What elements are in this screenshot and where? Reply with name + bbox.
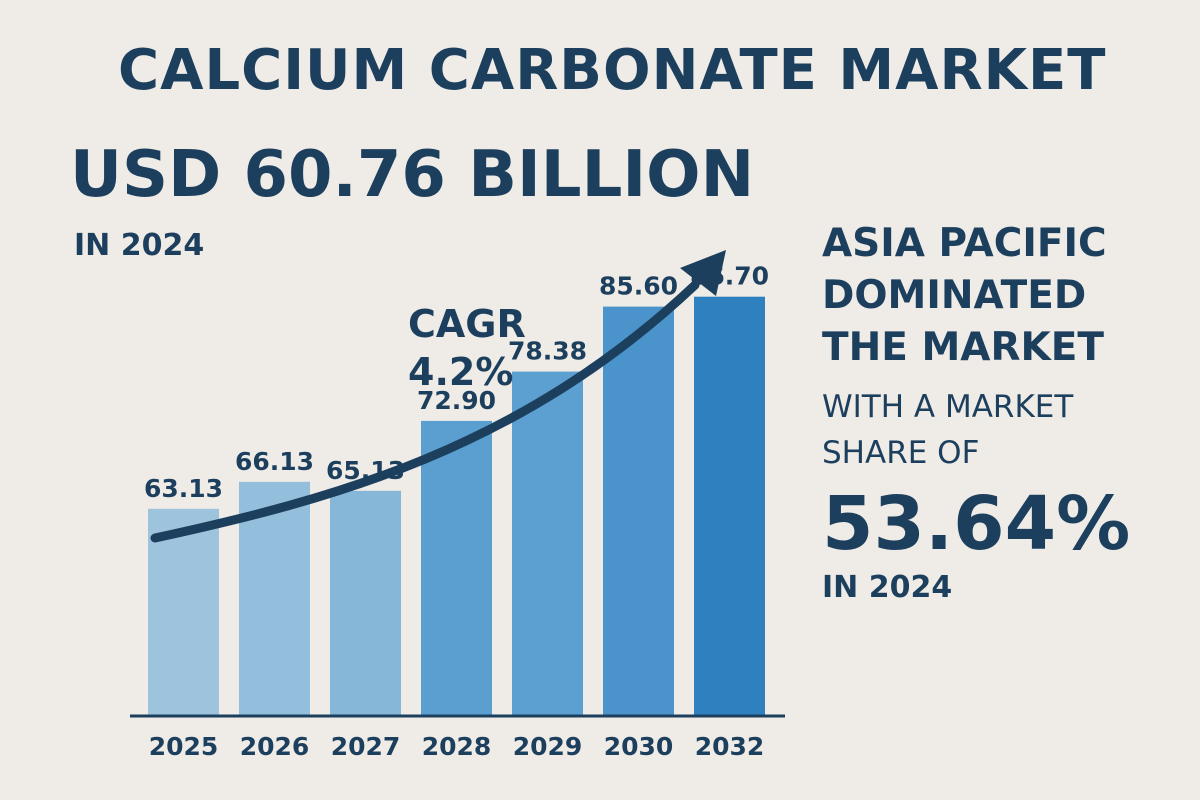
share-sub-line-1: WITH A MARKET [822, 389, 1074, 425]
data-label-2030: 85.60 [599, 272, 678, 301]
bar-2025 [148, 508, 219, 715]
market-value-year: IN 2024 [74, 228, 205, 263]
x-tick-label-2028: 2028 [422, 732, 492, 761]
region-heading-line-2: DOMINATED [822, 273, 1087, 318]
bar-2029 [512, 371, 583, 715]
x-tick-label-2025: 2025 [149, 732, 219, 761]
bar-2028 [421, 420, 492, 715]
bar-2032 [694, 296, 765, 715]
bars-layer [148, 296, 765, 715]
region-callout: ASIA PACIFIC DOMINATED THE MARKET WITH A… [822, 218, 1192, 608]
data-label-2025: 63.13 [144, 474, 223, 503]
market-value: USD 60.76 BILLION [70, 138, 755, 212]
x-tick-label-2030: 2030 [604, 732, 674, 761]
data-label-2029: 78.38 [508, 337, 587, 366]
region-heading-line-3: THE MARKET [822, 325, 1104, 370]
share-sub-line-2: SHARE OF [822, 435, 980, 471]
data-label-2026: 66.13 [235, 447, 314, 476]
x-tick-label-2032: 2032 [695, 732, 765, 761]
x-tick-label-2027: 2027 [331, 732, 401, 761]
cagr-value: 4.2% [408, 350, 514, 394]
bar-2026 [239, 481, 310, 715]
labels-layer: 63.13 2025 66.13 2026 65.13 2027 72.90 2028 78.3… [144, 262, 769, 761]
trend-arrow-line [150, 280, 700, 543]
bar-2030 [603, 306, 674, 715]
cagr-label: CAGR [408, 302, 526, 346]
chart-title: CALCIUM CARBONATE MARKET [118, 38, 1107, 103]
data-label-2028: 72.90 [417, 386, 496, 415]
data-label-2032: 86.70 [690, 262, 769, 291]
x-tick-label-2026: 2026 [240, 732, 310, 761]
x-tick-label-2029: 2029 [513, 732, 583, 761]
market-share-year: IN 2024 [822, 570, 953, 605]
bar-2027 [330, 490, 401, 715]
cagr-annotation: CAGR 4.2% [408, 300, 526, 396]
market-share-value: 53.64% [822, 481, 1131, 567]
region-heading-line-1: ASIA PACIFIC [822, 221, 1107, 266]
arrow-head-icon [680, 250, 726, 296]
data-label-2027: 65.13 [326, 456, 405, 485]
